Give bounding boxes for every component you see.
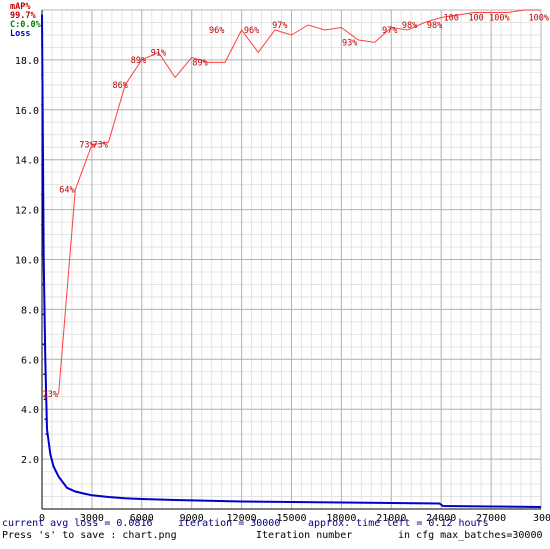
y-tick-label: 10.0 <box>15 256 39 267</box>
map-label: 23% <box>43 390 58 400</box>
loss-point <box>41 14 43 16</box>
map-label: 100 <box>444 13 459 23</box>
map-label: 73% <box>93 141 108 151</box>
map-label: 93% <box>342 38 357 48</box>
loss-point <box>41 163 43 166</box>
loss-point <box>41 283 44 286</box>
x-tick-label: 300 <box>533 513 550 524</box>
loss-point <box>41 44 43 46</box>
loss-point <box>41 73 43 76</box>
map-label: 96% <box>244 26 259 36</box>
map-label: 100% <box>489 13 509 23</box>
grid <box>41 9 542 510</box>
x-tick-label: 27000 <box>476 513 506 524</box>
series-lines <box>41 9 542 508</box>
iteration-text: iteration = 30000 <box>178 518 281 529</box>
x-tick-label: 21000 <box>376 513 406 524</box>
map-label: 96% <box>209 26 224 36</box>
x-tick-labels: 0 3000 6000 9000 12000 15000 18000 21000 24000 27… <box>39 513 550 524</box>
loss-point <box>42 343 45 346</box>
loss-point <box>43 373 45 376</box>
map-label: 64% <box>59 186 74 196</box>
loss-point <box>42 313 44 316</box>
save-hint-text: Press 's' to save : chart.png <box>2 530 177 541</box>
y-tick-label: 16.0 <box>15 106 39 117</box>
x-tick-label: 24000 <box>426 513 456 524</box>
map-label: 97% <box>272 21 287 31</box>
x-tick-label: 0 <box>39 513 45 524</box>
legend-entry: Loss <box>10 29 30 39</box>
loss-point <box>43 398 46 401</box>
map-labels: 23% 64% 73%73% 86% 89% 91% 89% 96% 96% 97% 93% 97% 9… <box>43 13 549 400</box>
time-left-text: approx. time left = 0.12 hours <box>308 518 489 529</box>
x-tick-label: 15000 <box>276 513 306 524</box>
map-line <box>58 9 541 395</box>
loss-point <box>45 433 48 436</box>
y-tick-label: 4.0 <box>21 405 39 416</box>
map-label: 97% <box>382 26 397 36</box>
legend: mAP%99.7%C:0.0%Loss <box>10 2 42 39</box>
y-tick-label: 8.0 <box>21 305 39 316</box>
map-label: 86% <box>112 81 127 91</box>
current-avg-loss-text: current avg loss = 0.0816 <box>2 518 153 529</box>
x-tick-label: 18000 <box>326 513 356 524</box>
legend-entry: 99.7% <box>10 11 36 21</box>
x-tick-label: 3000 <box>80 513 104 524</box>
x-tick-label: 6000 <box>130 513 154 524</box>
legend-entry: mAP% <box>10 2 31 12</box>
x-tick-label: 12000 <box>227 513 257 524</box>
y-tick-label: 6.0 <box>21 355 39 366</box>
map-label: 98% <box>427 21 442 31</box>
loss-point <box>41 133 43 136</box>
loss-point <box>41 223 43 226</box>
max-batches-text: in cfg max_batches=30000 <box>398 530 543 541</box>
y-tick-label: 18.0 <box>15 56 39 67</box>
legend-entry: C:0.0% <box>10 20 42 30</box>
y-tick-label: 2.0 <box>21 455 39 466</box>
x-axis-label: Iteration number <box>256 530 353 541</box>
map-label: 100 <box>468 13 483 23</box>
loss-point <box>41 253 43 256</box>
map-label: 73% <box>79 141 94 151</box>
loss-line <box>41 14 542 508</box>
y-tick-label: 14.0 <box>15 156 39 167</box>
map-label: 91% <box>151 48 166 58</box>
map-label: 89% <box>192 58 207 68</box>
y-tick-label: 12.0 <box>15 206 39 217</box>
map-label: 100% <box>529 13 549 23</box>
y-tick-labels: 2.0 4.0 6.0 8.0 10.0 12.0 14.0 16.0 18.0 <box>15 56 39 466</box>
loss-point <box>44 418 47 421</box>
map-label: 98% <box>402 21 417 31</box>
map-label: 89% <box>131 56 146 66</box>
x-tick-label: 9000 <box>180 513 204 524</box>
loss-point <box>41 193 43 196</box>
loss-point <box>41 103 43 106</box>
